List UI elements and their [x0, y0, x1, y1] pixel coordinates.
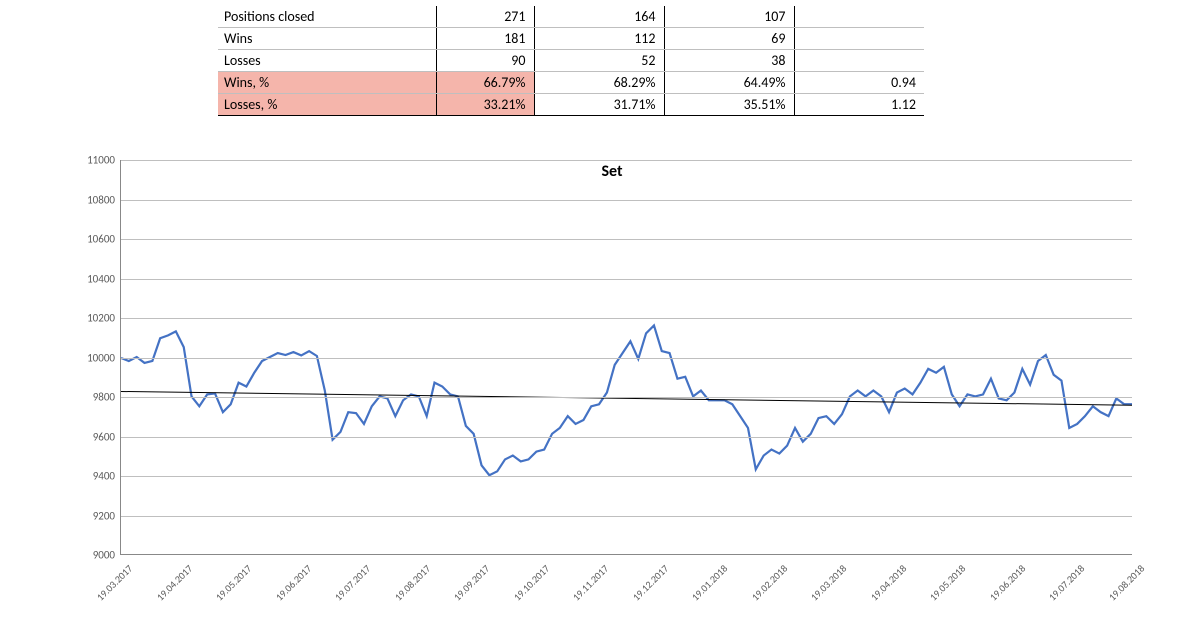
x-axis-tick: 19.08.2017 [391, 562, 432, 603]
table-cell: 1.12 [794, 94, 924, 116]
stats-table: Positions closed271164107Wins18111269Los… [218, 6, 924, 116]
x-axis-tick: 19.10.2017 [510, 562, 551, 603]
y-axis-tick: 9400 [93, 470, 115, 483]
table-cell: 107 [664, 6, 794, 28]
table-cell [794, 6, 924, 28]
table-row: Wins, %66.79%68.29%64.49%0.94 [218, 72, 924, 94]
gridline [121, 516, 1132, 517]
table-cell: 38 [664, 50, 794, 72]
y-axis-tick: 10400 [87, 272, 115, 285]
table-cell: 181 [436, 28, 534, 50]
y-axis-tick: 9800 [93, 391, 115, 404]
y-axis-tick: 10600 [87, 233, 115, 246]
equity-chart: Set 900092009400960098001000010200104001… [72, 150, 1152, 620]
y-axis-tick: 10800 [87, 193, 115, 206]
gridline [121, 200, 1132, 201]
y-axis-tick: 9600 [93, 430, 115, 443]
x-axis-tick: 19.02.2018 [749, 562, 790, 603]
table-cell: 33.21% [436, 94, 534, 116]
gridline [121, 279, 1132, 280]
table-cell: 68.29% [534, 72, 664, 94]
gridline [121, 239, 1132, 240]
table-cell: 164 [534, 6, 664, 28]
series-line [121, 325, 1132, 475]
x-axis-tick: 19.05.2018 [927, 562, 968, 603]
table-cell: 64.49% [664, 72, 794, 94]
x-axis-tick: 19.03.2018 [808, 562, 849, 603]
table-cell: 52 [534, 50, 664, 72]
table-row: Positions closed271164107 [218, 6, 924, 28]
table-cell: 0.94 [794, 72, 924, 94]
y-axis-tick: 9200 [93, 509, 115, 522]
x-axis-tick: 19.08.2018 [1106, 562, 1147, 603]
table-cell [794, 50, 924, 72]
y-axis-tick: 11000 [87, 154, 115, 167]
x-axis-tick: 19.04.2018 [868, 562, 909, 603]
x-axis-tick: 19.04.2017 [153, 562, 194, 603]
table-cell [794, 28, 924, 50]
x-axis-tick: 19.05.2017 [213, 562, 254, 603]
y-axis-tick: 9000 [93, 549, 115, 562]
x-axis-tick: 19.03.2017 [94, 562, 135, 603]
table-row: Losses, %33.21%31.71%35.51%1.12 [218, 94, 924, 116]
table-row: Losses905238 [218, 50, 924, 72]
y-axis-tick: 10200 [87, 312, 115, 325]
gridline [121, 476, 1132, 477]
table-cell: Wins, % [218, 72, 436, 94]
table-cell: Positions closed [218, 6, 436, 28]
gridline [121, 437, 1132, 438]
x-axis-tick: 19.12.2017 [629, 562, 670, 603]
chart-plot-area: 9000920094009600980010000102001040010600… [120, 160, 1132, 555]
x-axis-tick: 19.09.2017 [451, 562, 492, 603]
y-axis-tick: 10000 [87, 351, 115, 364]
x-axis-tick: 19.07.2018 [1046, 562, 1087, 603]
x-axis-ticks: 19.03.201719.04.201719.05.201719.06.2017… [120, 560, 1132, 620]
table-cell: 66.79% [436, 72, 534, 94]
trendline [121, 391, 1132, 405]
table-cell: 90 [436, 50, 534, 72]
x-axis-tick: 19.06.2017 [272, 562, 313, 603]
x-axis-tick: 19.11.2017 [570, 562, 611, 603]
gridline [121, 160, 1132, 161]
table-cell: Losses [218, 50, 436, 72]
table-cell: 31.71% [534, 94, 664, 116]
x-axis-tick: 19.01.2018 [689, 562, 730, 603]
x-axis-tick: 19.07.2017 [332, 562, 373, 603]
table-cell: 271 [436, 6, 534, 28]
table-cell: 69 [664, 28, 794, 50]
table-cell: Wins [218, 28, 436, 50]
gridline [121, 318, 1132, 319]
table-row: Wins18111269 [218, 28, 924, 50]
table-cell: 35.51% [664, 94, 794, 116]
gridline [121, 358, 1132, 359]
x-axis-tick: 19.06.2018 [987, 562, 1028, 603]
gridline [121, 397, 1132, 398]
table-cell: 112 [534, 28, 664, 50]
table-cell: Losses, % [218, 94, 436, 116]
